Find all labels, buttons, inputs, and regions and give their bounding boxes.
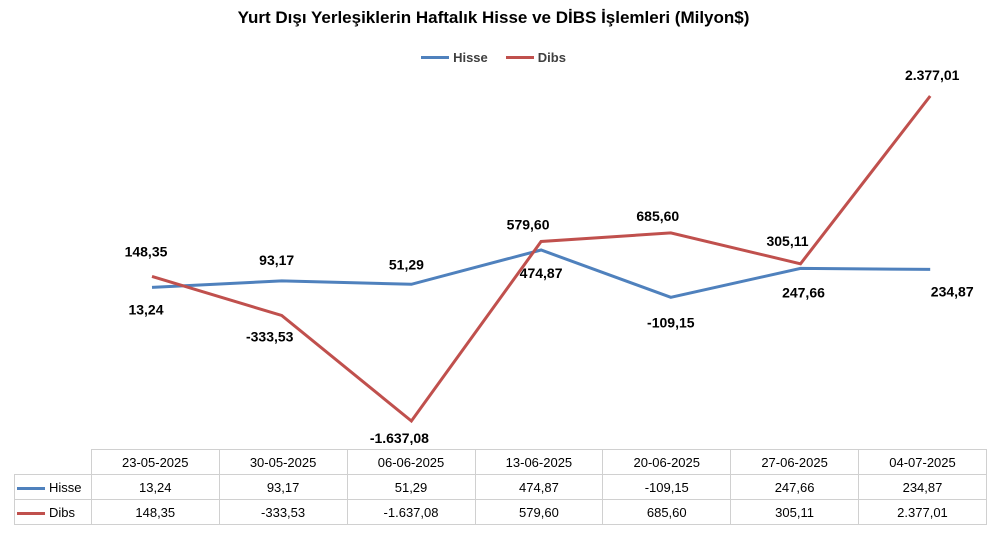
- table-header-cell: 13-06-2025: [474, 449, 604, 475]
- plot-area: 13,24 93,17 51,29 474,87 -109,15 247,66 234,87…: [125, 67, 974, 445]
- legend-swatch-dibs: [505, 56, 534, 59]
- table-cell: 13,24: [90, 474, 220, 500]
- table-cell: -333,53: [218, 499, 348, 525]
- legend-item-dibs: Dibs: [505, 50, 566, 65]
- table-cell: -1.637,08: [346, 499, 476, 525]
- table-row-label-hisse: Hisse: [49, 479, 82, 495]
- legend-item-hisse: Hisse: [421, 50, 488, 65]
- table-row-header-dibs: Dibs: [14, 499, 92, 525]
- data-label-hisse: 13,24: [128, 301, 163, 317]
- table-row-hisse: Hisse 13,24 93,17 51,29 474,87 -109,15 2…: [14, 474, 987, 500]
- data-label-hisse: 51,29: [389, 256, 424, 272]
- table-header-cell: 20-06-2025: [602, 449, 732, 475]
- data-label-dibs: 148,35: [125, 243, 168, 259]
- table-row-header-hisse: Hisse: [14, 474, 92, 500]
- table-corner: [14, 449, 92, 475]
- table-header-cell: 06-06-2025: [346, 449, 476, 475]
- legend-label-hisse: Hisse: [453, 50, 488, 65]
- legend: Hisse Dibs: [0, 50, 987, 65]
- table-swatch-hisse: [17, 486, 45, 490]
- data-label-hisse: 247,66: [782, 284, 825, 300]
- table-cell: 247,66: [730, 474, 859, 500]
- table-swatch-dibs: [17, 511, 45, 515]
- data-label-dibs: 2.377,01: [905, 67, 960, 83]
- data-label-hisse: 474,87: [520, 265, 563, 281]
- data-label-hisse: -109,15: [647, 314, 695, 330]
- table-cell: 305,11: [730, 499, 859, 525]
- table-cell: 51,29: [346, 474, 476, 500]
- table-row-dibs: Dibs 148,35 -333,53 -1.637,08 579,60 685…: [14, 499, 987, 525]
- table-cell: 474,87: [474, 474, 604, 500]
- data-label-dibs: -1.637,08: [370, 430, 429, 445]
- table-cell: 93,17: [218, 474, 348, 500]
- legend-swatch-hisse: [421, 56, 450, 59]
- table-cell: 579,60: [474, 499, 604, 525]
- legend-label-dibs: Dibs: [537, 50, 566, 65]
- data-label-hisse: 93,17: [259, 252, 294, 268]
- table-header-cell: 23-05-2025: [90, 449, 220, 475]
- table-cell: 148,35: [90, 499, 220, 525]
- data-label-dibs: 305,11: [766, 233, 808, 249]
- table-header-cell: 27-06-2025: [730, 449, 859, 475]
- table-header-row: 23-05-2025 30-05-2025 06-06-2025 13-06-2…: [14, 449, 987, 475]
- data-label-dibs: 579,60: [507, 217, 550, 233]
- table-cell: 2.377,01: [857, 499, 987, 525]
- data-label-dibs: 685,60: [636, 208, 679, 224]
- data-label-hisse: 234,87: [931, 283, 974, 299]
- series-line-dibs: [151, 95, 932, 424]
- chart-title: Yurt Dışı Yerleşiklerin Haftalık Hisse v…: [237, 8, 750, 27]
- table-header-cell: 30-05-2025: [218, 449, 348, 475]
- table-row-label-dibs: Dibs: [49, 504, 76, 520]
- table-cell: -109,15: [602, 474, 732, 500]
- data-label-dibs: -333,53: [246, 329, 294, 345]
- series-line-hisse: [151, 248, 931, 299]
- data-table: 23-05-2025 30-05-2025 06-06-2025 13-06-2…: [14, 449, 987, 525]
- table-cell: 234,87: [857, 474, 987, 500]
- table-header-cell: 04-07-2025: [857, 449, 987, 475]
- table-cell: 685,60: [602, 499, 732, 525]
